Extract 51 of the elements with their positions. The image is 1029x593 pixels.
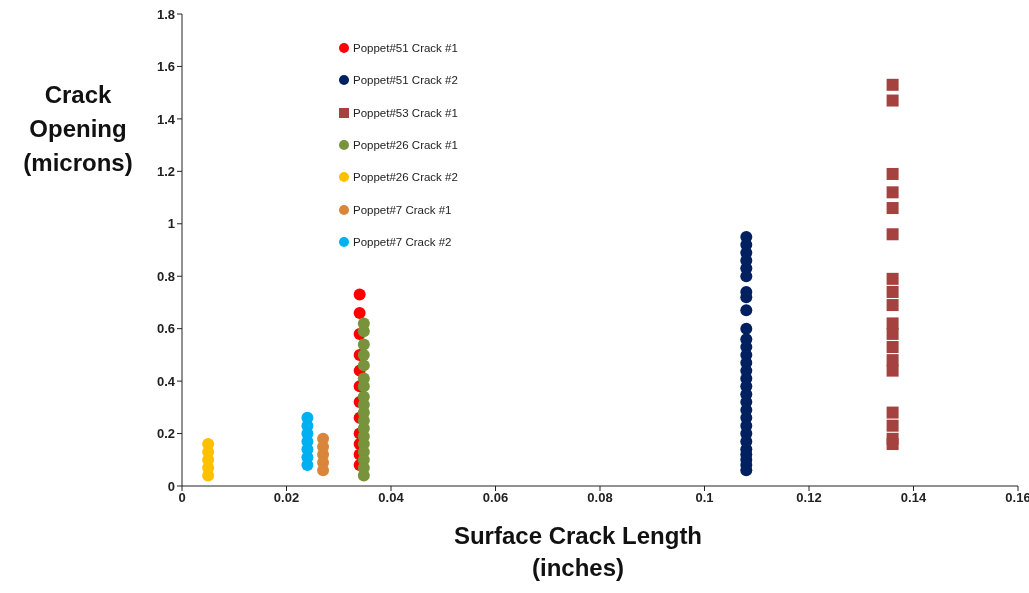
point (886, 419, 899, 432)
y-tick-label: 0.6 (156, 321, 175, 337)
point (886, 285, 899, 298)
y-tick-label: 0.8 (156, 268, 175, 284)
point (886, 364, 899, 377)
point (886, 341, 899, 354)
y-tick-label: 0 (167, 478, 175, 494)
y-tick-label: 0.2 (156, 426, 175, 442)
y-tick-label: 1.2 (156, 163, 175, 179)
legend-label: Poppet#53 Crack #1 (353, 106, 458, 119)
point (357, 338, 370, 351)
x-tick-label: 0.08 (587, 490, 613, 506)
y-axis-title: Crack Opening (microns) (22, 80, 134, 178)
point (886, 406, 899, 419)
x-tick-label: 0.04 (378, 490, 405, 506)
legend-label: Poppet#26 Crack #1 (353, 139, 458, 152)
point (886, 202, 899, 215)
legend-label: Poppet#51 Crack #1 (353, 42, 458, 55)
x-axis-title: Surface Crack Length (inches) (452, 521, 704, 583)
point (353, 288, 366, 301)
legend-label: Poppet#7 Crack #2 (353, 235, 452, 248)
point (886, 167, 899, 180)
legend-label: Poppet#26 Crack #2 (353, 171, 458, 184)
x-tick-label: 0.1 (695, 490, 714, 506)
y-tick-label: 1.4 (156, 111, 176, 127)
point (740, 304, 753, 317)
legend-label: Poppet#7 Crack #1 (353, 203, 452, 216)
point (886, 228, 899, 241)
point (886, 438, 899, 451)
y-tick-label: 1.6 (156, 59, 175, 75)
legend-label: Poppet#51 Crack #2 (353, 74, 458, 87)
point (886, 327, 899, 340)
x-tick-label: 0.12 (796, 490, 822, 506)
point (886, 186, 899, 199)
point (886, 272, 899, 285)
point (740, 322, 753, 335)
point (357, 359, 370, 372)
x-tick-label: 0.06 (482, 490, 509, 506)
point (886, 354, 899, 367)
point (886, 299, 899, 312)
point (886, 317, 899, 330)
point (886, 78, 899, 91)
y-tick-label: 1.8 (156, 6, 175, 22)
x-tick-label: 0.02 (273, 490, 300, 506)
point (353, 306, 366, 319)
point (886, 94, 899, 107)
y-tick-label: 0.4 (156, 373, 176, 389)
y-tick-label: 1 (167, 216, 175, 232)
point (357, 348, 370, 361)
x-tick-label: 0.14 (900, 490, 927, 506)
x-tick-label: 0 (178, 490, 186, 506)
